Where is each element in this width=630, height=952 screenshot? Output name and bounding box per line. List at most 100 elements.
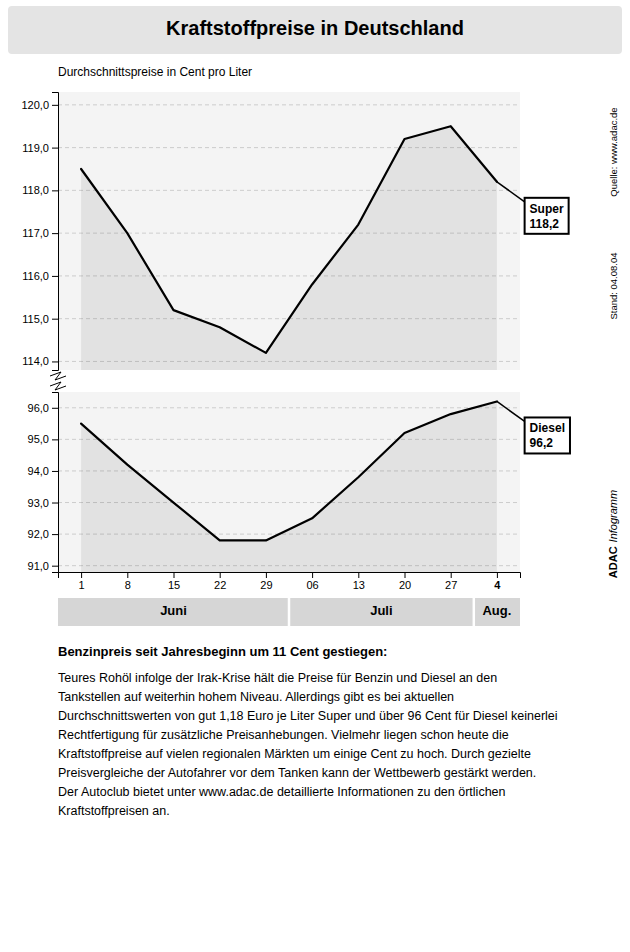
tick-label: 119,0 [22,142,49,154]
tick-mark [52,361,58,362]
body-text: Teures Rohöl infolge der Irak-Krise hält… [58,671,558,818]
line [81,126,497,353]
x-tick: 4 [494,572,501,591]
month-separator [473,598,476,626]
label-connector [497,182,525,202]
tick-mark [52,566,58,567]
annotation: Aug. [482,603,511,618]
tick-label: 114,0 [22,355,49,367]
brand-name: ADAC [607,546,619,578]
tick-mark [266,572,267,578]
tick-label: 116,0 [22,270,49,282]
tick-mark [52,319,58,320]
y-tick: 119,0 [22,142,58,154]
line [81,401,497,540]
x-tick: 15 [168,572,180,591]
body-line: Kraftstoffpreise auf vielen regionalen M… [58,747,531,761]
annotation: Juli [370,603,392,618]
brand-suffix: Infogramm [607,490,619,543]
tick-label: 22 [214,579,226,591]
label-connector [497,401,525,421]
tick-label: 91,0 [28,560,49,572]
x-axis: 18152229061320274 [59,572,521,591]
break-mark [50,372,66,380]
x-tick: 29 [260,572,272,591]
area [81,401,497,572]
tick-label: 15 [168,579,180,591]
x-tick: 06 [306,572,318,591]
plot-background [58,92,520,370]
body-heading: Benzinpreis seit Jahresbeginn um 11 Cent… [58,644,387,659]
tick-mark [52,408,58,409]
axis-line [52,93,59,371]
y-tick: 96,0 [28,402,58,414]
body-line: Teures Rohöl infolge der Irak-Krise hält… [58,671,497,685]
brand: ADAC Infogramm [607,490,619,578]
y-tick: 92,0 [28,528,58,540]
series-name: Super [530,202,564,216]
tick-mark [405,572,406,578]
series-name: Diesel [530,421,565,435]
value-label: Super118,2 [497,182,569,234]
tick-label: 92,0 [28,528,49,540]
tick-label: 29 [260,579,272,591]
tick-label: 94,0 [28,465,49,477]
tick-mark [52,534,58,535]
y-tick: 95,0 [28,433,58,445]
y-tick: 93,0 [28,497,58,509]
x-tick: 20 [399,572,411,591]
tick-label: 96,0 [28,402,49,414]
tick-mark [358,572,359,578]
y-tick: 115,0 [22,313,58,325]
body-line: Rechtfertigung für zusätzliche Preisanhe… [58,728,509,742]
tick-mark [220,572,221,578]
month-bar: JuniJuliAug. [58,598,520,626]
body-line: Kraftstoffpreisen an. [58,804,170,818]
y-axis: 114,0 115,0 116,0 117,0 118,0 119,0 120,0 [21,93,58,371]
x-tick: 13 [353,572,365,591]
y-tick: 117,0 [22,227,58,239]
axis-break [50,372,66,390]
month-background [58,598,520,626]
source: Quelle: www.adac.de [608,107,619,196]
tick-label: 120,0 [21,99,49,111]
body-line: Durchschnittswerten von gut 1,18 Euro je… [58,709,558,723]
title: Kraftstoffpreise in Deutschland [166,17,464,39]
tick-mark [52,233,58,234]
date-note: Stand: 04.08.04 [608,252,619,319]
y-tick: 116,0 [22,270,58,282]
axis-line [52,393,59,573]
axis-line [59,573,521,579]
x-tick: 22 [214,572,226,591]
tick-mark [52,503,58,504]
tick-label: 8 [125,579,131,591]
tick-label: 118,0 [22,184,49,196]
tick-mark [81,572,82,578]
value-label: Diesel96,2 [497,401,570,453]
body-line: Der Autoclub bietet unter www.adac.de de… [58,785,506,799]
data-label: 96,2 [530,436,554,450]
area [81,126,497,370]
title-background [8,6,622,54]
tick-mark [52,190,58,191]
tick-label: 27 [445,579,457,591]
y-tick: 120,0 [21,99,58,111]
tick-mark [52,471,58,472]
tick-mark [451,572,452,578]
tick-mark [52,105,58,106]
chart: Kraftstoffpreise in Deutschland Durchschn… [0,0,630,952]
y-tick: 91,0 [28,560,58,572]
tick-mark [174,572,175,578]
tick-label: 4 [494,579,501,591]
tick-label: 95,0 [28,433,49,445]
y-tick: 94,0 [28,465,58,477]
y-axis: 91,0 92,0 93,0 94,0 95,0 96,0 [28,393,59,573]
label-box [525,417,570,453]
marks [81,401,497,572]
plot-background [58,392,520,572]
tick-mark [497,572,498,578]
tick-mark [52,276,58,277]
tick-label: 115,0 [22,313,49,325]
x-tick: 8 [125,572,131,591]
brand-text: ADAC Infogramm [607,490,619,578]
